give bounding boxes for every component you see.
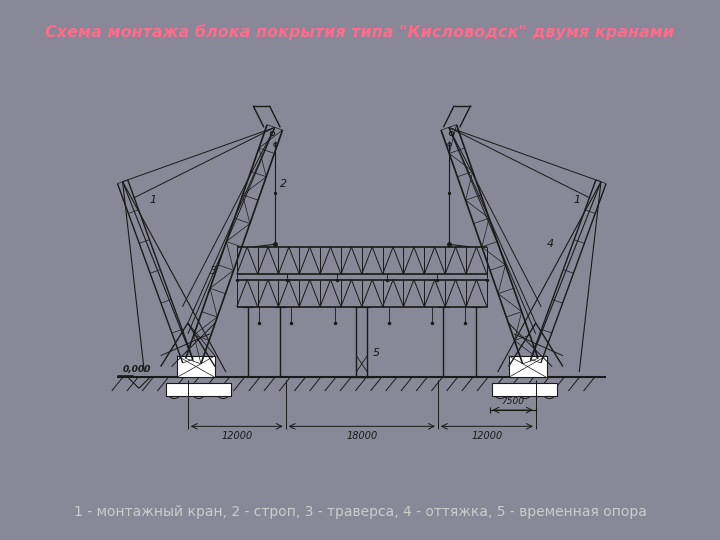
Text: 5: 5 [373, 348, 379, 357]
Polygon shape [166, 383, 231, 396]
Text: 7500: 7500 [501, 397, 524, 406]
Text: 1: 1 [574, 195, 581, 206]
Text: 18000: 18000 [346, 431, 377, 441]
Polygon shape [508, 356, 546, 377]
Text: 12000: 12000 [221, 431, 253, 441]
Text: 1 - монтажный кран, 2 - строп, 3 - траверса, 4 - оттяжка, 5 - временная опора: 1 - монтажный кран, 2 - строп, 3 - траве… [73, 505, 647, 519]
Text: 1: 1 [150, 195, 157, 206]
Text: 12000: 12000 [471, 431, 503, 441]
Text: 0,000: 0,000 [122, 365, 151, 374]
Polygon shape [492, 383, 557, 396]
Polygon shape [177, 356, 215, 377]
Text: Схема монтажа блока покрытия типа "Кисловодск" двумя кранами: Схема монтажа блока покрытия типа "Кисло… [45, 24, 675, 40]
Text: 4: 4 [546, 239, 554, 249]
Text: 3: 3 [210, 266, 217, 276]
Text: 2: 2 [280, 179, 287, 189]
